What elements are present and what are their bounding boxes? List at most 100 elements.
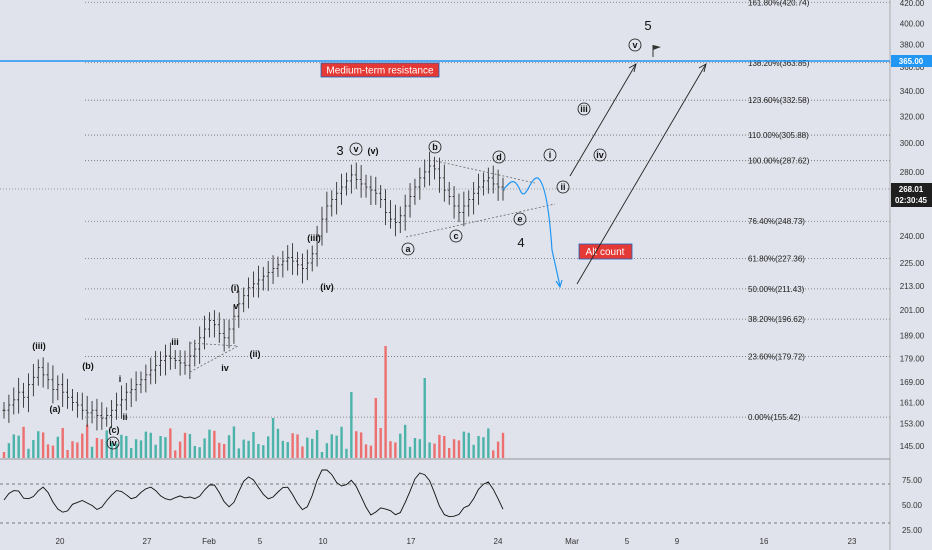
volume-bar xyxy=(281,440,285,458)
volume-bar xyxy=(291,433,294,458)
price-tick-label: 280.00 xyxy=(900,168,925,177)
volume-bar xyxy=(247,440,250,458)
countdown: 02:30:45 xyxy=(895,196,928,205)
wave-label-text: iv xyxy=(221,363,229,373)
volume-bar xyxy=(399,433,402,458)
price-tick-label: 169.00 xyxy=(900,378,925,387)
fib-level-label: 123.60%(332.58) xyxy=(748,96,810,105)
wave-label-text: ii xyxy=(560,182,565,192)
volume-bar xyxy=(384,346,387,458)
volume-bar xyxy=(418,439,422,458)
volume-bar xyxy=(149,432,152,458)
wave-label-text: (a) xyxy=(50,404,61,414)
volume-bar xyxy=(379,428,382,458)
volume-bar xyxy=(115,443,118,458)
price-tick-label: 145.00 xyxy=(900,442,925,451)
volume-bar xyxy=(227,435,231,458)
price-tick-label: 420.00 xyxy=(900,0,925,8)
volume-bar xyxy=(22,426,25,458)
price-tick-label: 225.00 xyxy=(900,259,925,268)
wave-label: i xyxy=(119,374,122,384)
volume-bar xyxy=(159,436,162,458)
price-tick-label: 240.00 xyxy=(900,232,925,241)
projection-arrows xyxy=(569,63,707,285)
price-tick-label: 179.00 xyxy=(900,354,925,363)
volume-bar xyxy=(242,439,245,458)
volume-bar xyxy=(355,431,358,458)
volume-bar xyxy=(17,435,20,458)
volume-bar xyxy=(394,442,397,458)
volume-bar xyxy=(257,444,260,458)
wave-label: iv xyxy=(593,148,607,162)
wave-label: e xyxy=(513,212,527,226)
volume-bar xyxy=(252,432,255,458)
volume-bar xyxy=(76,442,79,458)
volume-bar xyxy=(457,440,461,458)
volume-bar xyxy=(81,433,84,458)
volume-bar xyxy=(164,437,167,458)
fib-level-label: 61.80%(227.36) xyxy=(748,255,805,264)
wave-label-circle xyxy=(401,242,415,256)
volume-bar xyxy=(61,428,64,458)
triangle-pattern xyxy=(189,160,556,373)
price-tick-label: 300.00 xyxy=(900,139,925,148)
volume-bar xyxy=(433,443,436,458)
price-axis: 420.00 400.00 380.00 360.00 340.00 320.00 300.… xyxy=(900,0,925,451)
wave-label-text: a xyxy=(405,244,411,254)
price-tick-label: 360.00 xyxy=(900,63,925,72)
wave-label-circle xyxy=(492,150,506,164)
wave-label-text: i xyxy=(119,374,122,384)
price-tick-label: 400.00 xyxy=(900,19,925,28)
volume-bar xyxy=(266,436,270,458)
volume-bar xyxy=(492,450,495,458)
volume-bar xyxy=(369,445,373,458)
price-tick-label: 380.00 xyxy=(900,41,925,50)
wave-5-label: 5 xyxy=(644,18,651,33)
volume-bar xyxy=(325,443,329,458)
wave-label-text: ii xyxy=(122,412,127,422)
wave-label-text: iii xyxy=(580,104,588,114)
volume-bar xyxy=(232,426,236,458)
volume-bar xyxy=(271,418,275,458)
wave-label: iv xyxy=(106,436,120,450)
price-tick-label: 320.00 xyxy=(900,112,925,121)
wave-label-circle xyxy=(593,148,607,162)
wave-label-circle xyxy=(449,229,463,243)
last-price: 268.01 xyxy=(899,185,924,194)
volume-bar xyxy=(408,446,412,458)
wave-label: v xyxy=(628,38,642,52)
volume-bar xyxy=(222,444,226,458)
volume-bar xyxy=(218,442,221,458)
alt-count-text: Alt count xyxy=(586,247,625,258)
wave-label-circle xyxy=(106,436,120,450)
volume-bar xyxy=(374,398,378,458)
volume-bar xyxy=(90,446,94,458)
price-tick-label: 161.00 xyxy=(900,398,925,407)
time-axis: 20 27 Feb 5 10 17 24 Mar 5 9 16 23 xyxy=(56,537,857,546)
wave-label-text: d xyxy=(496,152,502,162)
price-tick-label: 213.00 xyxy=(900,282,925,291)
wave-label-circle xyxy=(349,142,363,156)
wave-label-text: (iv) xyxy=(320,282,334,292)
volume-bar xyxy=(301,446,304,458)
volume-bar xyxy=(110,442,113,458)
wave-label-text: c xyxy=(453,231,458,241)
volume-bar xyxy=(139,440,143,458)
wave-label-text: v xyxy=(632,40,637,50)
volume-bar xyxy=(125,436,128,458)
fib-level-label: 138.20%(363.85) xyxy=(748,59,810,68)
time-tick-label: 23 xyxy=(848,537,857,546)
wave-label-text: i xyxy=(549,150,552,160)
volume-bar xyxy=(501,432,505,458)
volume-bar xyxy=(413,438,417,458)
volume-bar xyxy=(276,428,280,458)
wave-label-text: (v) xyxy=(368,146,379,156)
volume-bar xyxy=(482,437,485,458)
volume-bar xyxy=(120,434,123,458)
volume-bar xyxy=(389,441,392,458)
volume-bar xyxy=(208,429,211,458)
wave-label-circle xyxy=(556,180,570,194)
volume-bars xyxy=(2,346,505,458)
